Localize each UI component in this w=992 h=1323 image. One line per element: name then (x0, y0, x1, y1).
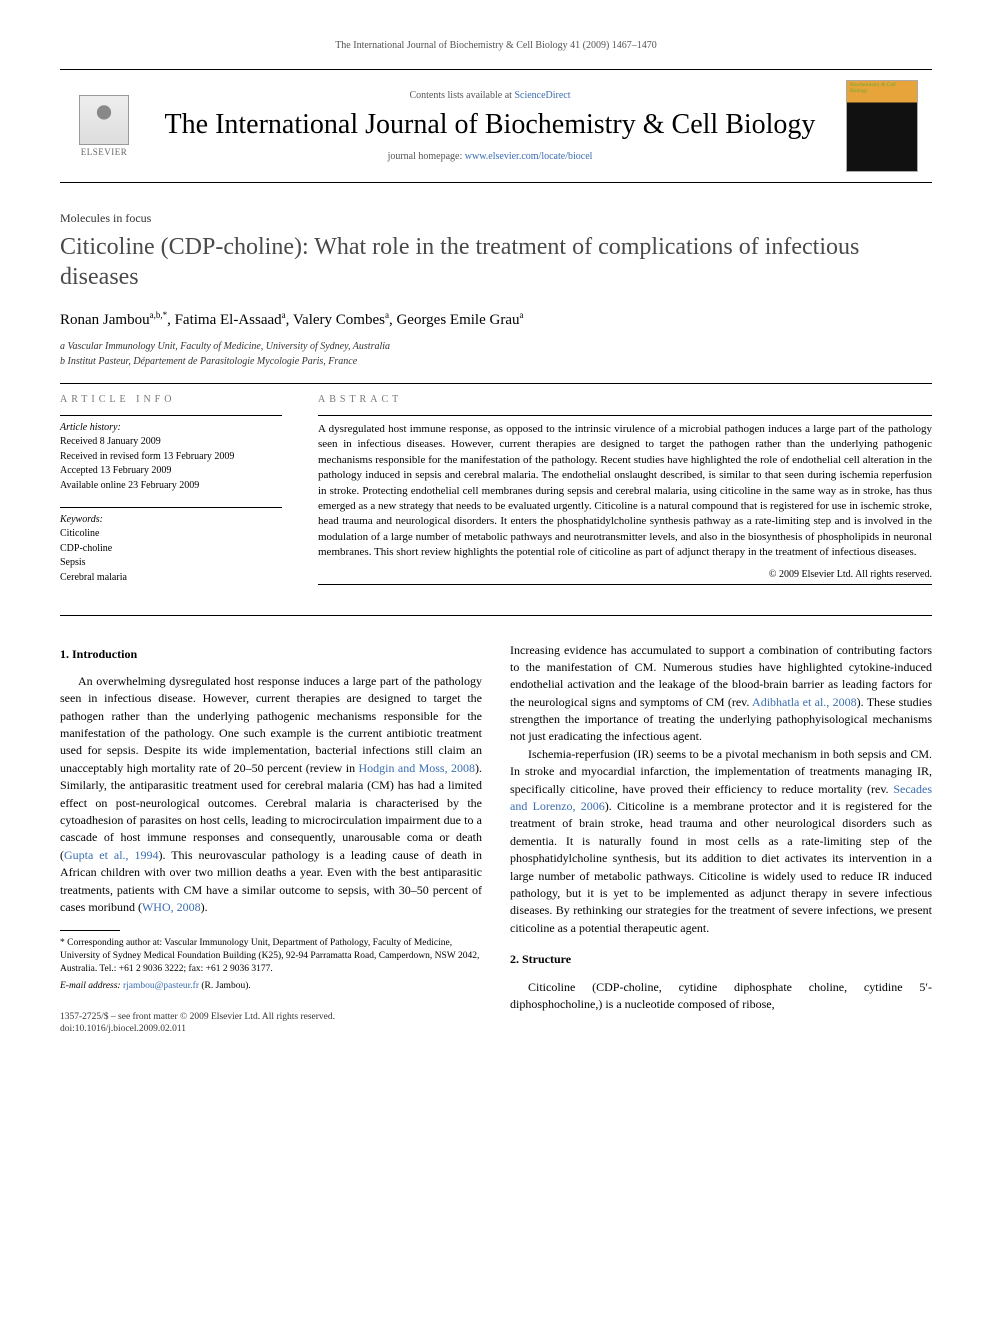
keyword: Sepsis (60, 556, 282, 571)
article-info-column: article info Article history: Received 8… (60, 394, 282, 591)
masthead: ELSEVIER Contents lists available at Sci… (60, 69, 932, 183)
history-label: Article history: (60, 422, 282, 433)
affiliation: a Vascular Immunology Unit, Faculty of M… (60, 339, 932, 354)
abstract-column: abstract A dysregulated host immune resp… (318, 394, 932, 591)
history-line: Available online 23 February 2009 (60, 479, 282, 494)
citation-link[interactable]: Gupta et al., 1994 (64, 848, 159, 862)
masthead-center: Contents lists available at ScienceDirec… (150, 90, 830, 162)
keywords-list: Citicoline CDP-choline Sepsis Cerebral m… (60, 527, 282, 585)
corresponding-author-footnote: * Corresponding author at: Vascular Immu… (60, 937, 482, 975)
email-label: E-mail address: (60, 981, 123, 991)
homepage-prefix: journal homepage: (388, 151, 465, 162)
cover-label: Biochemistry & Cell Biology (850, 83, 914, 94)
journal-name: The International Journal of Biochemistr… (150, 109, 830, 141)
divider (60, 415, 282, 416)
citation-link[interactable]: WHO, 2008 (142, 900, 201, 914)
author: Fatima El-Assaad (175, 312, 282, 328)
author-affil-marker: a (519, 310, 523, 320)
section-heading-structure: 2. Structure (510, 951, 932, 968)
text-run: An overwhelming dysregulated host respon… (60, 674, 482, 775)
article-info-heading: article info (60, 394, 282, 405)
text-run: ). Citicoline is a membrane protector an… (510, 799, 932, 935)
divider (318, 584, 932, 585)
body-paragraph: Citicoline (CDP-choline, cytidine diphos… (510, 979, 932, 1014)
keyword: CDP-choline (60, 542, 282, 557)
front-matter-line: 1357-2725/$ – see front matter © 2009 El… (60, 1011, 482, 1024)
article-title: Citicoline (CDP-choline): What role in t… (60, 232, 932, 292)
history-lines: Received 8 January 2009 Received in revi… (60, 435, 282, 493)
email-link[interactable]: rjambou@pasteur.fr (123, 981, 199, 991)
running-header: The International Journal of Biochemistr… (60, 40, 932, 51)
text-run: Ischemia-reperfusion (IR) seems to be a … (510, 747, 932, 796)
divider (60, 507, 282, 508)
sciencedirect-link[interactable]: ScienceDirect (514, 90, 570, 101)
author: Georges Emile Grau (396, 312, 519, 328)
divider (60, 383, 932, 384)
author-affil-marker: a (282, 310, 286, 320)
publisher-name: ELSEVIER (81, 147, 128, 157)
keyword: Citicoline (60, 527, 282, 542)
article-type: Molecules in focus (60, 211, 932, 226)
citation-link[interactable]: Adibhatla et al., 2008 (752, 695, 857, 709)
author-affil-marker: a (385, 310, 389, 320)
footnotes: * Corresponding author at: Vascular Immu… (60, 937, 482, 992)
author: Valery Combes (293, 312, 385, 328)
history-line: Accepted 13 February 2009 (60, 464, 282, 479)
body-columns: 1. Introduction An overwhelming dysregul… (60, 642, 932, 1037)
text-run: ). Similarly, the antiparasitic treatmen… (60, 761, 482, 862)
divider (60, 615, 932, 616)
keyword: Cerebral malaria (60, 571, 282, 586)
body-paragraph: Increasing evidence has accumulated to s… (510, 642, 932, 746)
text-run: ). (201, 900, 208, 914)
section-heading-introduction: 1. Introduction (60, 646, 482, 663)
divider (318, 415, 932, 416)
history-line: Received 8 January 2009 (60, 435, 282, 450)
history-line: Received in revised form 13 February 200… (60, 450, 282, 465)
abstract-text: A dysregulated host immune response, as … (318, 422, 932, 561)
keywords-label: Keywords: (60, 514, 282, 525)
affiliations: a Vascular Immunology Unit, Faculty of M… (60, 339, 932, 369)
contents-available-line: Contents lists available at ScienceDirec… (150, 90, 830, 101)
footnote-separator (60, 930, 120, 931)
doi-line: doi:10.1016/j.biocel.2009.02.011 (60, 1023, 482, 1036)
homepage-url[interactable]: www.elsevier.com/locate/biocel (465, 151, 593, 162)
journal-cover-thumbnail: Biochemistry & Cell Biology (846, 80, 918, 172)
contents-prefix: Contents lists available at (409, 90, 514, 101)
author: Ronan Jambou (60, 312, 150, 328)
affiliation: b Institut Pasteur, Département de Paras… (60, 354, 932, 369)
authors-line: Ronan Jamboua,b,*, Fatima El-Assaada, Va… (60, 310, 932, 329)
front-matter-meta: 1357-2725/$ – see front matter © 2009 El… (60, 1011, 482, 1037)
abstract-heading: abstract (318, 394, 932, 405)
email-footnote: E-mail address: rjambou@pasteur.fr (R. J… (60, 980, 482, 993)
citation-link[interactable]: Hodgin and Moss, 2008 (358, 761, 475, 775)
author-affil-marker: a,b,* (150, 310, 168, 320)
info-abstract-row: article info Article history: Received 8… (60, 394, 932, 591)
elsevier-tree-icon (79, 95, 129, 145)
body-paragraph: An overwhelming dysregulated host respon… (60, 673, 482, 916)
journal-homepage-line: journal homepage: www.elsevier.com/locat… (150, 151, 830, 162)
body-paragraph: Ischemia-reperfusion (IR) seems to be a … (510, 746, 932, 937)
copyright-line: © 2009 Elsevier Ltd. All rights reserved… (318, 569, 932, 580)
publisher-logo: ELSEVIER (74, 95, 134, 157)
email-suffix: (R. Jambou). (199, 981, 251, 991)
